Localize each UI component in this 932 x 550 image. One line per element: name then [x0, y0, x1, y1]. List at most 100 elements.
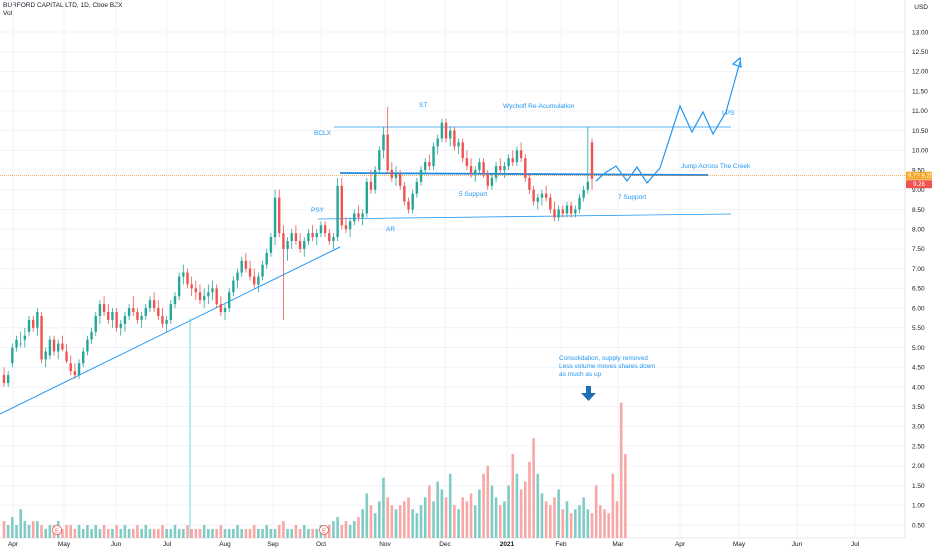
volume-bar — [261, 528, 264, 538]
volume-bar — [111, 528, 114, 538]
volume-bar — [615, 501, 619, 538]
volume-bars — [2, 402, 627, 538]
volume-bar — [86, 525, 89, 538]
x-tick-label: May — [733, 541, 746, 548]
candle-body — [182, 272, 185, 277]
volume-bar — [624, 454, 627, 538]
volume-bar — [223, 528, 227, 538]
volume-bar — [574, 509, 577, 538]
candle-body — [332, 237, 335, 242]
volume-bar — [286, 528, 289, 538]
candle-body — [586, 181, 590, 190]
volume-bar — [2, 521, 6, 538]
candle-body — [499, 166, 502, 171]
candle-body — [152, 300, 156, 309]
volume-bar — [378, 501, 381, 538]
candle-body — [574, 209, 577, 214]
volume-bar — [265, 525, 269, 538]
volume-bar — [298, 528, 302, 538]
candle-body — [44, 351, 47, 360]
candle-body — [449, 130, 452, 139]
price-tags: 9.?? 9.25 9.28 — [906, 171, 932, 189]
volume-bar — [36, 521, 39, 538]
volume-bar — [219, 525, 223, 538]
price-axis[interactable]: 0.50 1.00 1.50 2.00 2.50 3.00 3.50 4.00 4.50 5.00… — [912, 29, 929, 529]
earnings-badge[interactable]: E — [52, 525, 62, 535]
candle-body — [474, 170, 477, 174]
volume-bar — [348, 525, 352, 538]
candle-body — [486, 173, 489, 186]
volume-bar — [557, 489, 560, 538]
support-line[interactable] — [317, 213, 732, 220]
candle-body — [219, 304, 223, 313]
candle-body — [423, 162, 427, 171]
volume-bar — [115, 525, 118, 538]
volume-bar — [361, 509, 364, 538]
volume-bar — [269, 528, 273, 538]
volume-bar — [523, 481, 527, 538]
candle-body — [553, 209, 556, 218]
candle-body — [319, 225, 323, 234]
candle-body — [157, 308, 160, 316]
candle-body — [444, 122, 448, 139]
candle-body — [278, 197, 281, 234]
volume-bar — [123, 525, 127, 538]
candle-body — [390, 170, 394, 178]
volume-bar — [6, 525, 10, 538]
y-tick-label: 8.50 — [912, 207, 925, 214]
candle-body — [165, 319, 168, 324]
y-tick-label: 2.00 — [912, 463, 925, 470]
volume-bar — [77, 525, 81, 538]
candle-body — [132, 308, 135, 313]
volume-bar — [73, 528, 77, 538]
candle-body — [482, 162, 485, 174]
volume-bar — [156, 528, 160, 538]
volume-bar — [394, 509, 398, 538]
volume-bar — [373, 513, 377, 538]
candle-body — [361, 213, 364, 218]
earnings-badge[interactable]: E — [319, 525, 329, 535]
volume-bar — [215, 528, 218, 538]
volume-bar — [603, 509, 606, 538]
candle-body — [582, 189, 585, 198]
x-tick-label: Nov — [379, 541, 391, 548]
x-tick-label: Sep — [267, 541, 279, 548]
volume-bar — [332, 521, 335, 538]
candle-body — [373, 170, 377, 190]
y-tick-label: 2.50 — [912, 443, 925, 450]
time-axis[interactable]: Apr May Jun Jul Aug Sep Oct Nov Dec 2021 Feb Mar Apr… — [8, 541, 860, 548]
candle-body — [344, 225, 348, 230]
volume-bar — [553, 497, 556, 538]
volume-bar — [448, 473, 452, 538]
volume-bar — [15, 525, 18, 538]
candle-body — [478, 162, 481, 171]
candle-body — [298, 241, 302, 249]
candle-body — [48, 339, 52, 356]
projection-path[interactable] — [595, 61, 741, 185]
candle-body — [107, 312, 110, 320]
y-tick-label: 3.00 — [912, 424, 925, 431]
volume-bar — [461, 497, 465, 538]
volume-bar — [507, 485, 510, 538]
candle-body — [94, 315, 97, 332]
x-tick-label: Feb — [555, 541, 567, 548]
trendline-ascending[interactable] — [0, 246, 341, 415]
volume-bar — [194, 528, 198, 538]
candle-body — [148, 300, 152, 309]
annotation-label: BCLX — [314, 130, 332, 137]
candle-body — [86, 339, 89, 352]
candle-body — [436, 138, 439, 147]
currency-label[interactable]: USD — [914, 4, 928, 11]
y-tick-label: 10.00 — [912, 148, 929, 155]
creek-line[interactable] — [339, 172, 709, 176]
candle-body — [549, 197, 552, 210]
volume-bar — [436, 481, 440, 538]
candle-body — [511, 158, 514, 163]
volume-bar — [161, 525, 164, 538]
candle-body — [190, 284, 193, 289]
volume-bar — [544, 501, 548, 538]
y-tick-label: 12.00 — [912, 69, 929, 76]
volume-bar — [106, 528, 110, 538]
volume-bar — [94, 525, 98, 538]
